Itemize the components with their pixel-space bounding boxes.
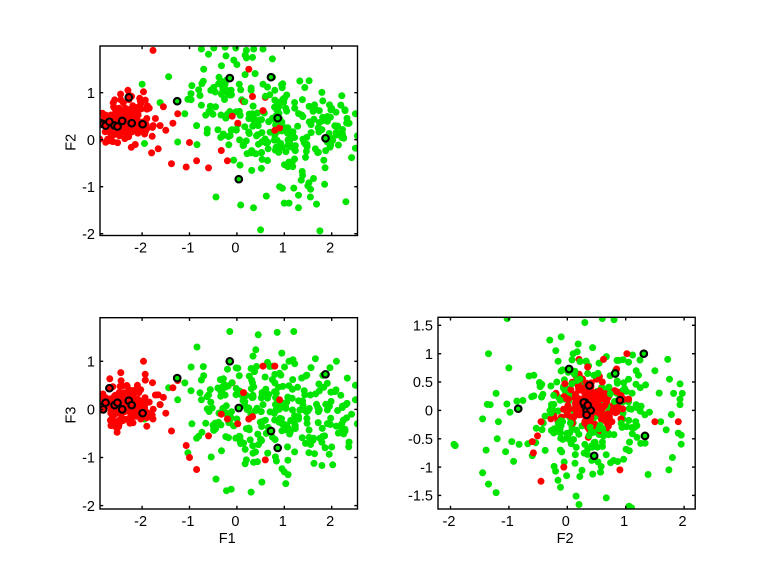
svg-text:2: 2 [326, 514, 334, 530]
svg-text:-1: -1 [501, 514, 514, 530]
svg-text:1: 1 [279, 241, 287, 257]
svg-text:-2: -2 [134, 241, 147, 257]
svg-text:F2: F2 [63, 134, 79, 151]
svg-text:-1: -1 [182, 241, 195, 257]
svg-text:0: 0 [231, 514, 239, 530]
svg-text:0: 0 [562, 514, 570, 530]
svg-text:-1.5: -1.5 [408, 489, 433, 505]
svg-text:F3: F3 [63, 407, 79, 424]
svg-text:1: 1 [87, 355, 95, 371]
svg-text:0: 0 [87, 403, 95, 419]
svg-text:0.5: 0.5 [413, 375, 433, 391]
svg-text:2: 2 [326, 241, 334, 257]
svg-text:0: 0 [231, 241, 239, 257]
svg-text:-1: -1 [182, 514, 195, 530]
svg-text:-1: -1 [82, 451, 95, 467]
svg-text:-2: -2 [443, 514, 456, 530]
svg-text:-2: -2 [134, 514, 147, 530]
svg-text:0: 0 [425, 404, 433, 420]
svg-text:1: 1 [425, 347, 433, 363]
svg-text:1: 1 [87, 86, 95, 102]
svg-text:-1: -1 [420, 460, 433, 476]
svg-text:0: 0 [87, 133, 95, 149]
svg-text:F2: F2 [557, 531, 574, 547]
svg-text:1.5: 1.5 [413, 319, 433, 335]
svg-text:2: 2 [679, 514, 687, 530]
svg-text:F1: F1 [219, 531, 236, 547]
svg-text:-2: -2 [82, 227, 95, 243]
svg-text:-1: -1 [82, 180, 95, 196]
svg-text:-2: -2 [82, 499, 95, 515]
svg-text:1: 1 [620, 514, 628, 530]
svg-text:1: 1 [279, 514, 287, 530]
svg-text:-0.5: -0.5 [408, 432, 433, 448]
